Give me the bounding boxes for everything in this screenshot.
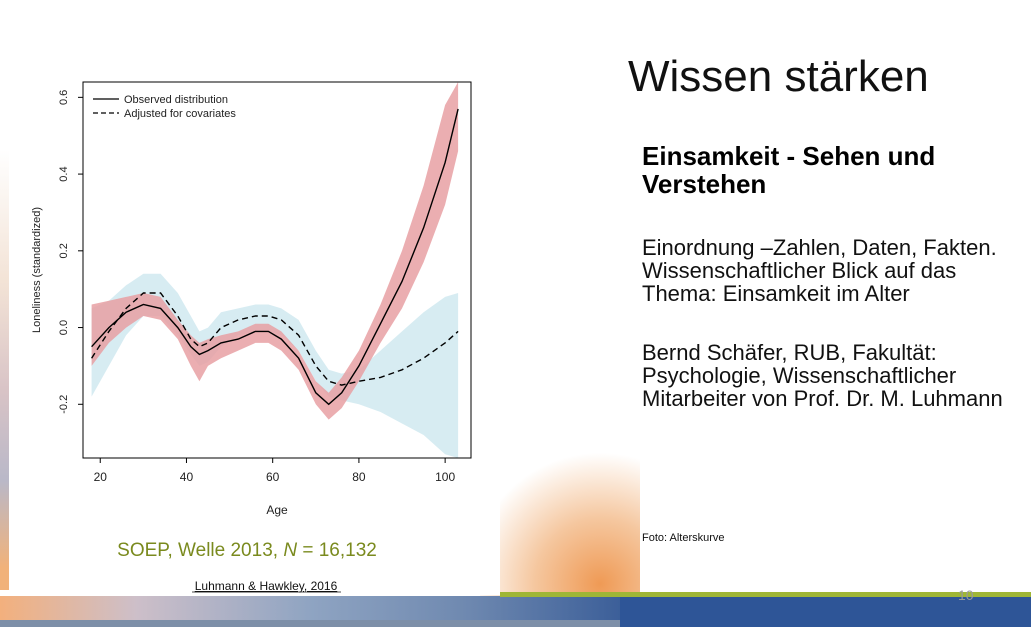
- blue-footer-bar: [620, 597, 1031, 627]
- y-tick-label: 0.2: [58, 243, 70, 258]
- x-axis-label: Age: [266, 503, 288, 517]
- y-tick-label: -0.2: [58, 395, 70, 414]
- legend-observed: Observed distribution: [124, 94, 228, 106]
- study-label-n: N: [283, 540, 297, 561]
- paragraph-context: Einordnung –Zahlen, Daten, Fakten. Wisse…: [642, 235, 997, 306]
- y-tick-label: 0.6: [58, 90, 70, 105]
- x-tick-label: 80: [352, 470, 366, 484]
- x-tick-label: 60: [266, 470, 280, 484]
- page-number: 10: [958, 587, 974, 603]
- orange-glow-decoration: [480, 440, 640, 600]
- study-label: SOEP, Welle 2013, N = 16,132: [117, 540, 377, 561]
- chart-figure: 20 40 60 80 100 -0.2 0.0 0.2 0.4 0.6 Age Loneline…: [9, 72, 500, 595]
- adjusted-confidence-band: [91, 273, 459, 458]
- slide-title: Wissen stärken: [628, 52, 929, 101]
- y-axis-label: Loneliness (standardized): [31, 207, 43, 333]
- bottom-gradient-edge: [0, 620, 620, 627]
- observed-series-line: [91, 108, 459, 406]
- legend-adjusted: Adjusted for covariates: [124, 108, 236, 120]
- photo-caption: Foto: Alterskurve: [642, 532, 725, 544]
- green-accent-line: [500, 592, 1031, 597]
- loneliness-age-chart: 20 40 60 80 100 -0.2 0.0 0.2 0.4 0.6 Age Loneline…: [31, 81, 472, 593]
- adjusted-series-line: [91, 292, 459, 386]
- plot-frame: [82, 81, 472, 459]
- paragraph-author: Bernd Schäfer, RUB, Fakultät: Psychologi…: [642, 340, 1003, 411]
- x-tick-label: 20: [94, 470, 108, 484]
- y-tick-label: 0.4: [58, 166, 70, 181]
- slide-subtitle: Einsamkeit - Sehen und Verstehen: [642, 141, 936, 199]
- y-tick-label: 0.0: [58, 320, 70, 335]
- legend: Observed distribution Adjusted for covar…: [93, 94, 236, 120]
- study-label-suffix: = 16,132: [297, 540, 377, 561]
- study-label-prefix: SOEP, Welle 2013,: [117, 540, 283, 561]
- x-tick-label: 100: [435, 470, 455, 484]
- x-tick-label: 40: [180, 470, 194, 484]
- citation: Luhmann & Hawkley, 2016: [195, 579, 338, 593]
